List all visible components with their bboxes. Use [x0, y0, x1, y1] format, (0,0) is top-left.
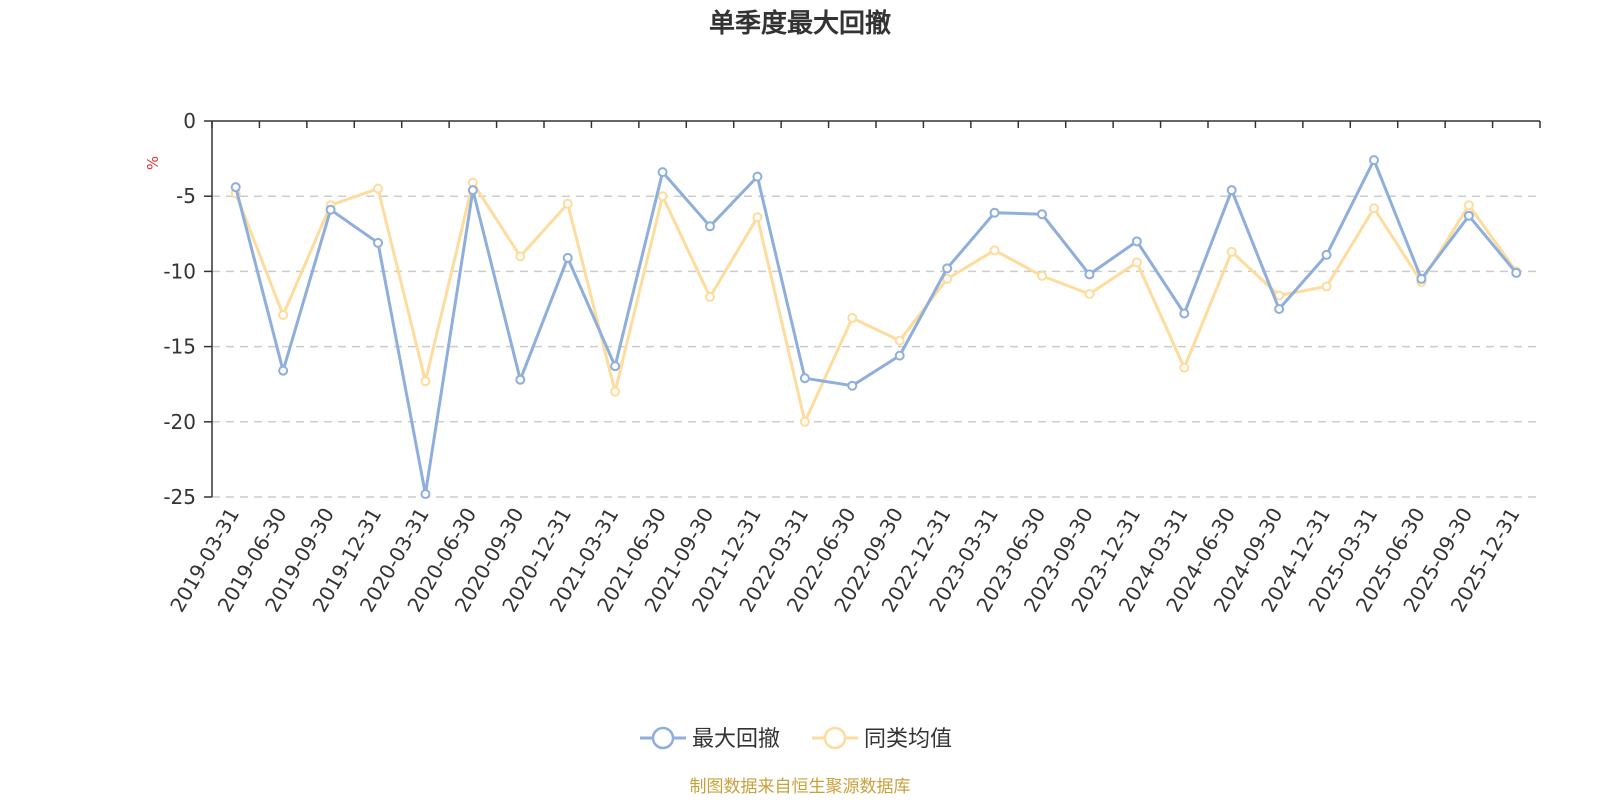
data-point[interactable]: [373, 183, 383, 194]
legend-label: 同类均值: [864, 727, 952, 752]
data-point[interactable]: [278, 310, 289, 321]
y-tick-labels: 0 -5 -10 -15 -20 -25: [163, 109, 196, 509]
source-note: 制图数据来自恒生聚源数据库: [690, 777, 911, 797]
data-point[interactable]: [1084, 288, 1095, 299]
data-point[interactable]: [562, 252, 573, 263]
data-point[interactable]: [799, 416, 810, 427]
y-tick-label: -5: [176, 184, 196, 208]
data-point[interactable]: [847, 380, 858, 391]
data-point[interactable]: [705, 221, 715, 232]
data-point[interactable]: [515, 251, 526, 262]
data-point[interactable]: [1084, 269, 1095, 280]
data-point[interactable]: [1369, 203, 1379, 214]
series-lines: [230, 155, 1522, 499]
legend-item[interactable]: 最大回撤: [640, 726, 780, 752]
data-point[interactable]: [894, 350, 905, 361]
series-line: [234, 181, 1518, 424]
data-point[interactable]: [325, 204, 336, 215]
data-point[interactable]: [1274, 304, 1285, 314]
legend-circle-marker: [823, 726, 847, 750]
legend-label: 最大回撤: [692, 727, 780, 752]
data-point[interactable]: [1463, 210, 1474, 221]
data-point[interactable]: [989, 245, 1000, 256]
data-point[interactable]: [1179, 362, 1190, 373]
y-tick-label: -10: [163, 259, 196, 283]
data-point[interactable]: [942, 273, 953, 284]
data-point[interactable]: [1037, 209, 1047, 220]
chart-title: 单季度最大回撤: [709, 8, 891, 39]
data-point[interactable]: [467, 185, 478, 196]
series-1: [230, 177, 1522, 427]
legend-circle-marker: [651, 726, 675, 750]
data-point[interactable]: [752, 171, 763, 182]
data-point[interactable]: [799, 373, 810, 384]
data-point[interactable]: [610, 361, 621, 372]
data-point[interactable]: [657, 191, 668, 202]
data-point[interactable]: [657, 167, 668, 178]
data-point[interactable]: [1037, 270, 1047, 281]
data-point[interactable]: [1463, 200, 1474, 211]
data-point[interactable]: [1131, 236, 1142, 247]
data-point[interactable]: [942, 263, 953, 274]
data-point[interactable]: [278, 365, 289, 376]
data-point[interactable]: [562, 198, 573, 209]
data-point[interactable]: [1226, 246, 1237, 257]
data-point[interactable]: [373, 237, 383, 248]
data-point[interactable]: [1416, 273, 1427, 284]
data-point[interactable]: [610, 386, 621, 397]
data-point[interactable]: [420, 488, 431, 499]
y-tick-label: -15: [163, 335, 196, 359]
data-point[interactable]: [1321, 281, 1332, 292]
y-tick-label: -20: [163, 410, 196, 434]
series-line: [234, 158, 1518, 496]
data-point[interactable]: [1131, 257, 1142, 268]
data-point[interactable]: [847, 313, 858, 324]
data-point[interactable]: [989, 207, 1000, 218]
data-point[interactable]: [1369, 155, 1379, 166]
legend[interactable]: 最大回撤 同类均值: [640, 726, 952, 752]
legend-item[interactable]: 同类均值: [812, 726, 952, 752]
data-point[interactable]: [420, 376, 431, 387]
axes: [204, 120, 1541, 498]
grid-lines: [212, 195, 1540, 498]
data-point[interactable]: [1511, 267, 1522, 278]
data-point[interactable]: [752, 212, 763, 223]
data-point[interactable]: [230, 182, 241, 193]
data-point[interactable]: [1179, 308, 1190, 319]
series-0: [230, 155, 1522, 499]
x-tick-labels: 2019-03-312019-06-302019-09-302019-12-31…: [165, 504, 1524, 617]
y-tick-label: -25: [163, 485, 196, 509]
data-point[interactable]: [515, 374, 526, 385]
data-point[interactable]: [1321, 249, 1332, 260]
y-tick-label: 0: [183, 109, 196, 133]
data-point[interactable]: [1226, 185, 1237, 196]
data-point[interactable]: [705, 291, 715, 302]
data-point[interactable]: [894, 335, 905, 346]
y-axis-unit-label: %: [144, 156, 162, 170]
